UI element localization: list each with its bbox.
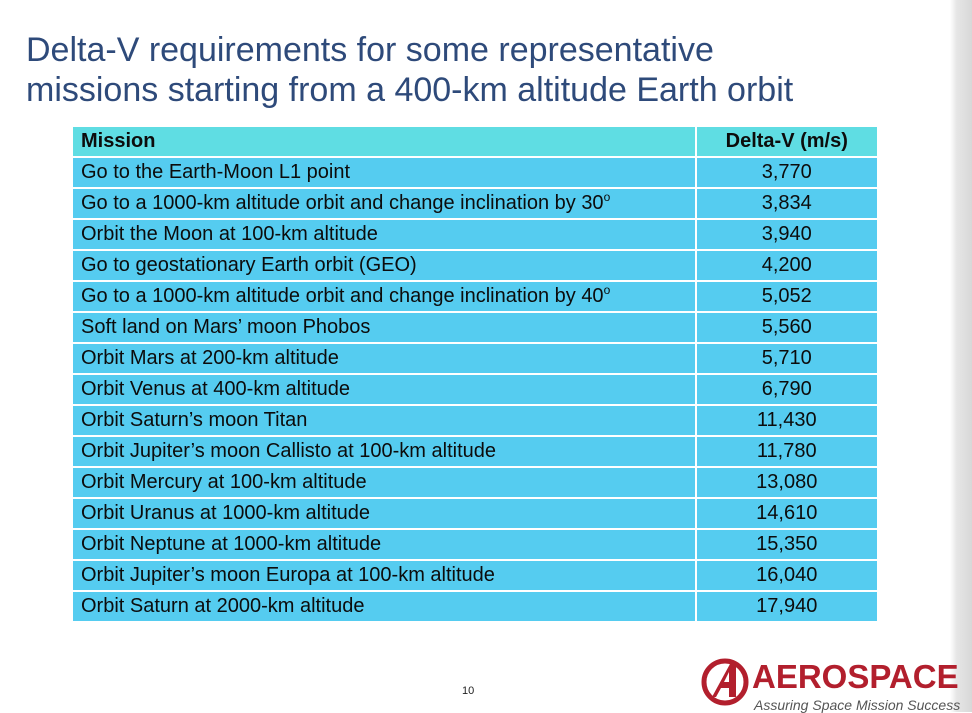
header-delta-v: Delta-V (m/s)	[694, 125, 880, 158]
aerospace-a-logo-icon	[701, 658, 749, 706]
table-row: Orbit Jupiter’s moon Europa at 100-km al…	[71, 559, 880, 592]
table-row: Orbit Neptune at 1000-km altitude 15,350	[71, 528, 880, 561]
delta-v-cell: 11,430	[694, 404, 880, 437]
mission-text: Orbit Saturn at 2000-km altitude	[81, 595, 365, 617]
table-body: Go to the Earth-Moon L1 point 3,770 Go to …	[71, 156, 880, 623]
table-row: Go to geostationary Earth orbit (GEO) 4,2…	[71, 249, 880, 282]
logo-tagline: Assuring Space Mission Success	[754, 697, 961, 713]
logo-name: AEROSPACE	[752, 658, 959, 695]
table-row: Go to the Earth-Moon L1 point 3,770	[71, 156, 880, 189]
mission-cell: Orbit Jupiter’s moon Europa at 100-km al…	[71, 559, 697, 592]
mission-text: Go to geostationary Earth orbit (GEO)	[81, 254, 417, 276]
table-row: Orbit Mars at 200-km altitude 5,710	[71, 342, 880, 375]
mission-cell: Orbit Venus at 400-km altitude	[71, 373, 697, 406]
delta-v-cell: 14,610	[694, 497, 880, 530]
delta-v-cell: 15,350	[694, 528, 880, 561]
mission-text: Soft land on Mars’ moon Phobos	[81, 316, 371, 338]
mission-cell: Orbit Uranus at 1000-km altitude	[71, 497, 697, 530]
mission-text: Orbit Saturn’s moon Titan	[81, 409, 308, 431]
delta-v-cell: 5,052	[694, 280, 880, 313]
slide-edge-shadow	[950, 0, 972, 712]
table-row: Orbit Mercury at 100-km altitude 13,080	[71, 466, 880, 499]
mission-cell: Go to geostationary Earth orbit (GEO)	[71, 249, 697, 282]
delta-v-cell: 3,770	[694, 156, 880, 189]
delta-v-cell: 3,834	[694, 187, 880, 220]
delta-v-cell: 3,940	[694, 218, 880, 251]
delta-v-cell: 13,080	[694, 466, 880, 499]
mission-cell: Soft land on Mars’ moon Phobos	[71, 311, 697, 344]
table-header-row: Mission Delta-V (m/s)	[71, 125, 880, 158]
mission-cell: Orbit Jupiter’s moon Callisto at 100-km …	[71, 435, 697, 468]
mission-text: Orbit Jupiter’s moon Europa at 100-km al…	[81, 564, 495, 586]
degree-superscript: o	[603, 283, 611, 297]
table-row: Orbit Saturn’s moon Titan 11,430	[71, 404, 880, 437]
mission-text: Go to a 1000-km altitude orbit and chang…	[81, 285, 604, 307]
mission-cell: Go to the Earth-Moon L1 point	[71, 156, 697, 189]
delta-v-cell: 17,940	[694, 590, 880, 623]
delta-v-cell: 16,040	[694, 559, 880, 592]
table-row: Go to a 1000-km altitude orbit and chang…	[71, 187, 880, 220]
degree-superscript: o	[603, 190, 611, 204]
table-row: Go to a 1000-km altitude orbit and chang…	[71, 280, 880, 313]
mission-cell: Go to a 1000-km altitude orbit and chang…	[71, 187, 697, 220]
mission-text: Orbit Mars at 200-km altitude	[81, 347, 339, 369]
delta-v-cell: 6,790	[694, 373, 880, 406]
mission-cell: Go to a 1000-km altitude orbit and chang…	[71, 280, 697, 313]
mission-text: Go to a 1000-km altitude orbit and chang…	[81, 192, 604, 214]
mission-text: Orbit Mercury at 100-km altitude	[81, 471, 367, 493]
mission-cell: Orbit Mercury at 100-km altitude	[71, 466, 697, 499]
table-row: Orbit Saturn at 2000-km altitude 17,940	[71, 590, 880, 623]
delta-v-cell: 5,560	[694, 311, 880, 344]
delta-v-cell: 5,710	[694, 342, 880, 375]
delta-v-table: Mission Delta-V (m/s) Go to the Earth-Mo…	[71, 125, 880, 623]
slide-title-line-2: missions starting from a 400-km altitude…	[26, 71, 794, 109]
mission-cell: Orbit Saturn’s moon Titan	[71, 404, 697, 437]
table-row: Orbit Venus at 400-km altitude 6,790	[71, 373, 880, 406]
mission-cell: Orbit Saturn at 2000-km altitude	[71, 590, 697, 623]
mission-cell: Orbit Mars at 200-km altitude	[71, 342, 697, 375]
delta-v-cell: 4,200	[694, 249, 880, 282]
mission-text: Go to the Earth-Moon L1 point	[81, 161, 351, 183]
table-row: Soft land on Mars’ moon Phobos 5,560	[71, 311, 880, 344]
mission-text: Orbit Jupiter’s moon Callisto at 100-km …	[81, 440, 496, 462]
mission-cell: Orbit Neptune at 1000-km altitude	[71, 528, 697, 561]
table-row: Orbit Uranus at 1000-km altitude 14,610	[71, 497, 880, 530]
mission-text: Orbit Venus at 400-km altitude	[81, 378, 351, 400]
mission-cell: Orbit the Moon at 100-km altitude	[71, 218, 697, 251]
aerospace-logo: AEROSPACE Assuring Space Mission Success	[700, 653, 960, 713]
page-number: 10	[462, 685, 475, 697]
mission-text: Orbit the Moon at 100-km altitude	[81, 223, 378, 245]
mission-text: Orbit Neptune at 1000-km altitude	[81, 533, 382, 555]
table-row: Orbit the Moon at 100-km altitude 3,940	[71, 218, 880, 251]
table-row: Orbit Jupiter’s moon Callisto at 100-km …	[71, 435, 880, 468]
header-mission: Mission	[71, 125, 697, 158]
slide-title: Delta-V requirements for some representa…	[26, 30, 926, 110]
mission-text: Orbit Uranus at 1000-km altitude	[81, 502, 371, 524]
slide-title-line-1: Delta-V requirements for some representa…	[26, 31, 714, 69]
delta-v-cell: 11,780	[694, 435, 880, 468]
